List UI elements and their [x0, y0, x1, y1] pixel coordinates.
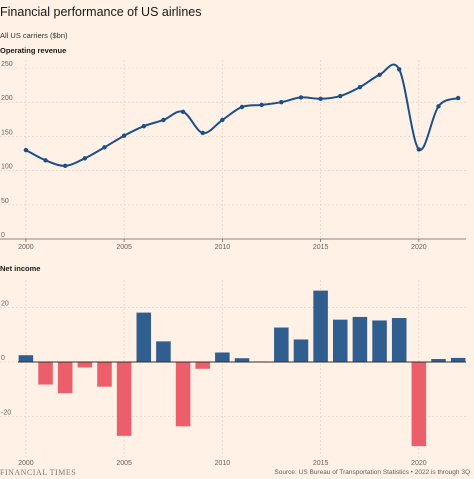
revenue-point: [318, 96, 323, 101]
revenue-grid: [0, 60, 466, 240]
net-income-bar: [18, 355, 34, 362]
net-income-bar: [372, 320, 387, 362]
x-tick-label: 2020: [411, 244, 427, 251]
y-tick-label: 0: [1, 355, 5, 362]
net-income-bar: [156, 341, 171, 362]
revenue-point: [455, 95, 461, 101]
net-income-bar: [195, 362, 210, 369]
source-note: Source: US Bureau of Transportation Stat…: [274, 469, 470, 476]
net-income-bar: [38, 362, 53, 385]
net-income-bar: [431, 359, 446, 362]
net-income-bar: [391, 318, 407, 362]
revenue-point: [377, 72, 382, 78]
x-tick-label: 2015: [313, 460, 329, 467]
net-income-bar: [293, 339, 309, 362]
y-tick-label: 20: [1, 301, 9, 308]
x-tick-label: 2000: [18, 460, 34, 467]
revenue-point: [43, 158, 48, 163]
revenue-point: [161, 117, 166, 123]
revenue-point: [180, 109, 186, 114]
revenue-point: [141, 123, 146, 129]
revenue-point: [239, 104, 245, 110]
revenue-point: [102, 145, 107, 150]
revenue-axis: 0 50 100 150 200 250 2000 2005 2010 2015 2020: [1, 61, 427, 251]
y-tick-label: 0: [1, 232, 5, 239]
revenue-point: [200, 130, 205, 136]
net-income-axis: -20 0 20 2000 2005 2010 2015 2020: [1, 301, 427, 467]
net-income-bar: [450, 357, 466, 362]
y-tick-label: 200: [1, 95, 13, 102]
x-tick-label: 2005: [116, 244, 132, 251]
revenue-point: [416, 147, 422, 152]
revenue-point: [23, 147, 29, 153]
revenue-point: [259, 102, 264, 108]
y-tick-label: 50: [1, 198, 9, 205]
x-tick-label: 2020: [411, 460, 427, 467]
revenue-panel-title: Operating revenue: [0, 46, 67, 55]
net-income-bar: [97, 362, 112, 387]
revenue-point: [121, 133, 127, 138]
y-tick-label: 100: [1, 164, 13, 171]
x-tick-label: 2005: [116, 460, 132, 467]
revenue-point: [279, 100, 284, 105]
net-income-bar: [234, 358, 250, 362]
revenue-point: [82, 156, 88, 161]
net-income-bar: [77, 362, 93, 368]
net-income-bar: [175, 362, 191, 427]
net-income-plot: [18, 290, 466, 447]
x-tick-label: 2010: [215, 244, 231, 251]
net-income-bar: [274, 327, 289, 362]
revenue-line: [25, 63, 459, 167]
net-income-bar: [411, 362, 427, 447]
revenue-point: [436, 104, 441, 109]
net-income-bar: [136, 312, 152, 362]
net-income-panel-title: Net income: [0, 264, 41, 273]
y-tick-label: -20: [1, 409, 11, 416]
revenue-point: [338, 93, 343, 99]
x-tick-label: 2000: [18, 244, 34, 251]
revenue-point: [298, 95, 304, 100]
revenue-point: [220, 117, 225, 123]
net-income-bar: [116, 362, 132, 436]
x-tick-label: 2010: [215, 460, 231, 467]
net-income-bar: [215, 352, 230, 362]
net-income-bar: [352, 316, 368, 362]
revenue-plot: [23, 63, 461, 169]
net-income-bar: [57, 362, 73, 394]
chart-title: Financial performance of US airlines: [0, 5, 202, 19]
revenue-point: [357, 84, 363, 90]
net-income-bar: [332, 319, 348, 362]
y-tick-label: 150: [1, 129, 13, 136]
net-income-bar: [313, 290, 328, 362]
revenue-point: [62, 163, 68, 169]
y-tick-label: 250: [1, 61, 13, 68]
chart-subtitle: All US carriers ($bn): [0, 31, 68, 40]
revenue-point: [396, 67, 402, 72]
x-tick-label: 2015: [313, 244, 329, 251]
ft-logo: FINANCIAL TIMES: [0, 468, 77, 477]
